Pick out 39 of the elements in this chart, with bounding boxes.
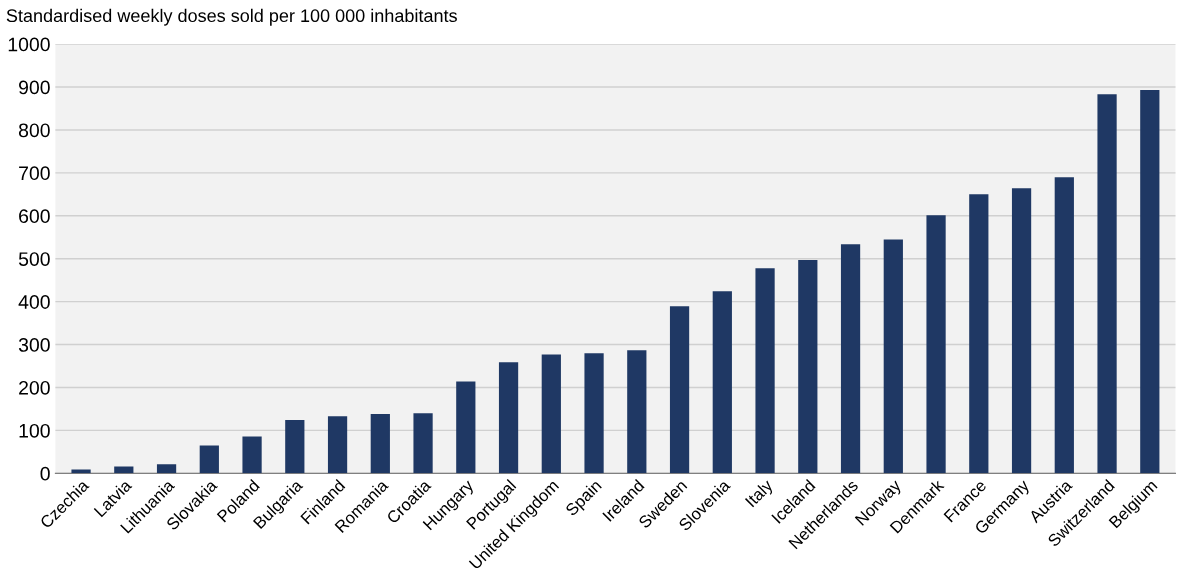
bar [114,466,134,474]
bar [541,354,561,474]
bar [755,268,775,474]
y-tick-label: 800 [18,123,50,138]
y-tick-label: 1000 [8,37,50,52]
y-tick-label: 200 [19,380,50,395]
bar [1140,90,1160,474]
bar [199,445,219,474]
bar [327,416,348,474]
bar [883,239,903,474]
bar [498,362,519,474]
bar [242,436,262,474]
y-tick-label: 700 [19,166,50,181]
bar [584,353,604,474]
y-tick-label: 500 [18,252,50,266]
y-tick-label: 600 [19,209,50,224]
bar [712,291,732,474]
y-tick-label: 900 [19,80,50,95]
chart-title: Standardised weekly doses sold per 100 000 inhabitants [6,8,457,26]
y-tick-label: 100 [19,423,50,438]
x-tick-label: Italy [744,478,777,510]
bar [1054,177,1074,474]
bar [285,420,305,474]
bar [798,260,818,474]
bar [669,306,690,474]
bar [413,413,433,474]
bar [1011,188,1032,474]
bar [456,381,476,474]
y-tick-label: 0 [40,466,50,481]
bar [627,350,647,474]
bar [71,469,91,474]
bar [840,244,861,474]
bar [1097,94,1117,474]
bar [926,215,946,474]
bar [370,414,390,474]
y-tick-label: 400 [18,295,50,309]
y-tick-label: 300 [18,338,50,352]
bar [969,194,989,474]
bar [156,464,177,474]
